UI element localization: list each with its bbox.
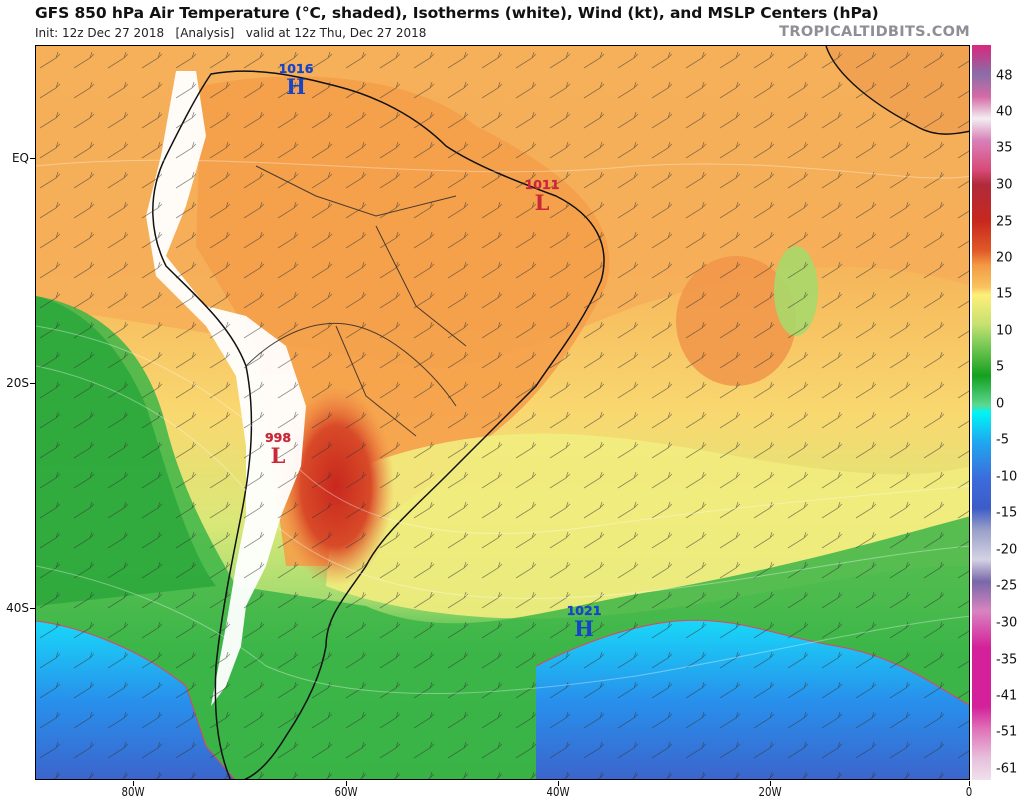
pressure-high-1016: 1016 H (278, 61, 314, 99)
colorbar-label: 35 (996, 140, 1013, 156)
y-tick (30, 383, 35, 384)
colorbar-label: -35 (996, 652, 1018, 668)
colorbar-label: 20 (996, 250, 1013, 266)
colorbar-label: -5 (996, 432, 1009, 448)
colorbar-label: -15 (996, 505, 1018, 521)
colorbar-label: 0 (996, 396, 1005, 412)
y-tick-label-40s: 40S (6, 601, 29, 615)
temperature-colorbar (972, 45, 991, 780)
pressure-low-1011: 1011 L (524, 177, 560, 215)
y-tick (30, 608, 35, 609)
x-tick (770, 781, 771, 786)
colorbar-label: 48 (996, 68, 1013, 84)
colorbar-label: 25 (996, 214, 1013, 230)
x-tick-label-0: 0 (965, 785, 973, 799)
colorbar-label: -20 (996, 542, 1018, 558)
colorbar-label: -41 (996, 688, 1018, 704)
chart-subtitle: Init: 12z Dec 27 2018 [Analysis] valid a… (35, 26, 427, 40)
x-tick-label-40w: 40W (546, 785, 570, 799)
brand-watermark[interactable]: TROPICALTIDBITS.COM (779, 24, 970, 40)
y-tick-label-20s: 20S (6, 376, 29, 390)
colorbar-label: 40 (996, 104, 1013, 120)
pressure-low-998: 998 L (264, 430, 292, 468)
x-tick-label-60w: 60W (334, 785, 358, 799)
x-tick (558, 781, 559, 786)
x-tick (133, 781, 134, 786)
chart-title: GFS 850 hPa Air Temperature (°C, shaded)… (35, 4, 879, 22)
pressure-high-1021: 1021 H (566, 603, 602, 641)
colorbar-label: 5 (996, 359, 1005, 375)
colorbar-label: 10 (996, 323, 1013, 339)
colorbar-label: -30 (996, 615, 1018, 631)
x-tick (969, 781, 970, 786)
colorbar-label: -51 (996, 724, 1018, 740)
x-tick-label-80w: 80W (121, 785, 145, 799)
x-tick-label-20w: 20W (758, 785, 782, 799)
y-tick-label-eq: EQ (11, 151, 29, 165)
x-tick (346, 781, 347, 786)
y-tick (30, 158, 35, 159)
temperature-field (36, 46, 969, 779)
colorbar-label: 30 (996, 177, 1013, 193)
colorbar-label: -61 (996, 761, 1018, 777)
colorbar-label: -25 (996, 578, 1018, 594)
colorbar-label: 15 (996, 286, 1013, 302)
map-panel[interactable]: 1016 H 1011 L 998 L 1021 H (35, 45, 970, 780)
colorbar-label: -10 (996, 469, 1018, 485)
